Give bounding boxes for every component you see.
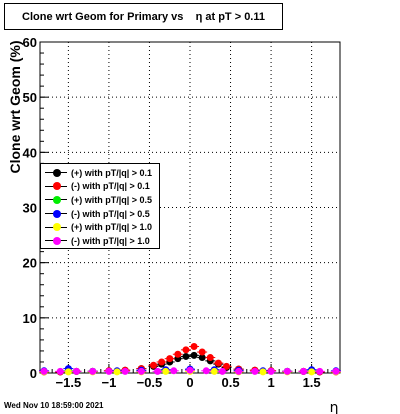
x-tick-label: −1: [102, 375, 117, 390]
data-point: [158, 358, 166, 366]
data-point: [64, 368, 72, 376]
legend-item: (+) with pT/|q| > 0.5: [43, 193, 159, 207]
data-point: [72, 367, 80, 375]
data-point: [182, 352, 190, 360]
data-point: [251, 367, 259, 375]
data-point: [259, 368, 267, 376]
legend-item: (+) with pT/|q| > 1.0: [43, 220, 159, 234]
legend-marker: [43, 222, 71, 232]
data-point: [332, 367, 340, 375]
x-tick-label: 0: [186, 375, 193, 390]
data-point: [186, 366, 194, 374]
x-tick-label: 1.5: [303, 375, 321, 390]
data-point: [182, 346, 190, 354]
data-point: [150, 361, 158, 369]
data-point: [222, 362, 230, 370]
data-point: [137, 367, 145, 375]
y-tick-label: 60: [23, 35, 37, 50]
data-points: [39, 343, 341, 376]
data-point: [210, 367, 218, 375]
legend-label: (-) with pT/|q| > 1.0: [71, 235, 150, 246]
legend-item: (-) with pT/|q| > 0.1: [43, 180, 159, 194]
data-point: [308, 368, 316, 376]
data-point: [214, 359, 222, 367]
legend-label: (-) with pT/|q| > 0.1: [71, 181, 150, 192]
x-tick-label: 0.5: [222, 375, 240, 390]
legend-item: (+) with pT/|q| > 0.1: [43, 166, 159, 180]
y-axis-label: Clone wrt Geom (%): [7, 40, 23, 173]
footer-timestamp: Wed Nov 10 18:59:00 2021: [4, 401, 104, 410]
y-tick-label: 20: [23, 256, 37, 271]
data-point: [206, 354, 214, 362]
data-point: [316, 367, 324, 375]
legend-label: (+) with pT/|q| > 0.1: [71, 167, 153, 178]
y-tick-label: 50: [23, 90, 37, 105]
legend-item: (-) with pT/|q| > 1.0: [43, 234, 159, 248]
data-point: [198, 348, 206, 356]
data-point: [56, 367, 64, 375]
legend-label: (+) with pT/|q| > 1.0: [71, 222, 153, 233]
data-point: [113, 368, 121, 376]
data-point: [283, 367, 291, 375]
data-point: [190, 351, 198, 359]
y-tick-label: 0: [30, 366, 37, 381]
data-point: [166, 355, 174, 363]
y-tick-label: 40: [23, 145, 37, 160]
legend-item: (-) with pT/|q| > 0.5: [43, 207, 159, 221]
legend-marker: [43, 209, 71, 219]
x-tick-label: −1.5: [56, 375, 82, 390]
chart-title: Clone wrt Geom for Primary vs η at pT > …: [4, 3, 283, 30]
legend-marker: [43, 168, 71, 178]
data-point: [267, 367, 275, 375]
data-point: [174, 350, 182, 358]
legend-marker: [43, 181, 71, 191]
series-6: [39, 366, 341, 375]
legend-marker: [43, 236, 71, 246]
legend-label: (+) with pT/|q| > 0.5: [71, 194, 153, 205]
data-point: [154, 367, 162, 375]
legend-label: (-) with pT/|q| > 0.5: [71, 208, 150, 219]
data-point: [105, 367, 113, 375]
data-point: [162, 367, 170, 375]
data-point: [121, 367, 129, 375]
y-tick-label: 10: [23, 311, 37, 326]
data-point: [89, 367, 97, 375]
data-point: [300, 367, 308, 375]
y-tick-label: 30: [23, 201, 37, 216]
legend: (+) with pT/|q| > 0.1 (-) with pT/|q| > 0…: [40, 163, 160, 249]
x-axis-label: η: [330, 400, 339, 414]
data-point: [40, 367, 48, 375]
x-tick-label: −0.5: [137, 375, 163, 390]
data-point: [218, 367, 226, 375]
data-point: [170, 367, 178, 375]
x-tick-label: 1: [267, 375, 274, 390]
data-point: [202, 367, 210, 375]
data-point: [190, 343, 198, 351]
legend-marker: [43, 195, 71, 205]
data-point: [198, 354, 206, 362]
data-point: [235, 367, 243, 375]
tick-labels: −1.5 −1 −0.5 0 0.5 1 1.5 0 10 20 30 40 50 60: [23, 35, 321, 390]
